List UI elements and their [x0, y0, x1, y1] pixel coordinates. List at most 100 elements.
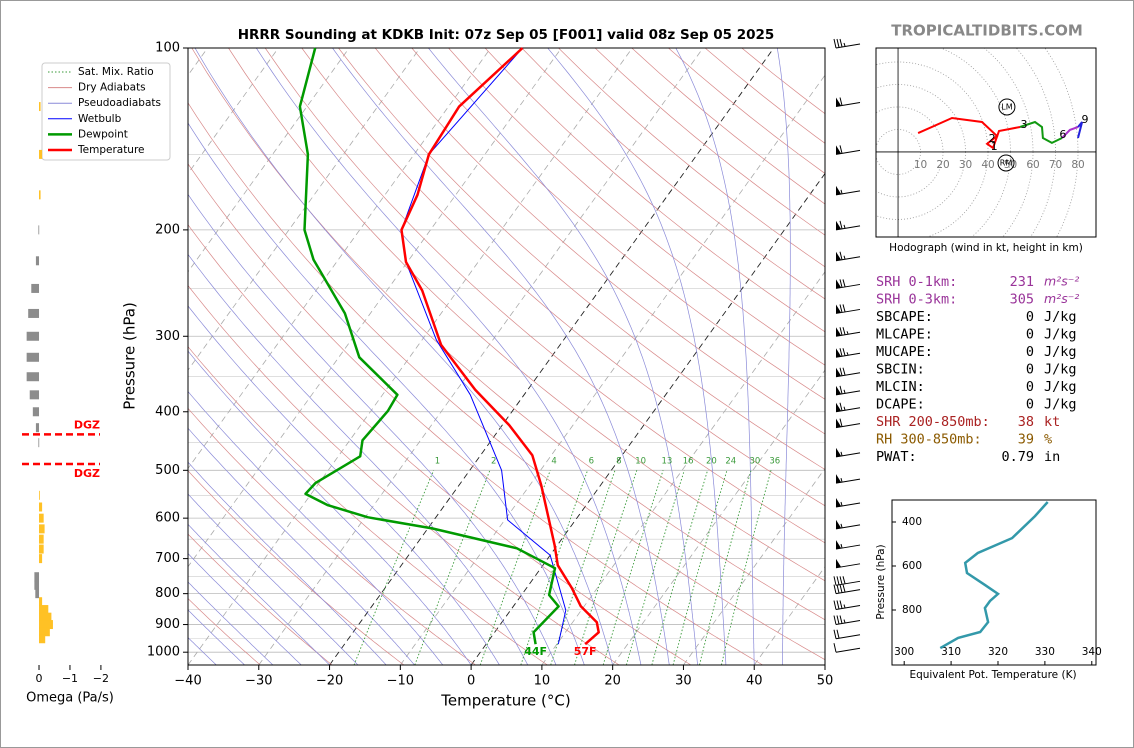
barb-half — [840, 543, 843, 548]
y-tick-label: 200 — [155, 222, 180, 237]
barb-staff — [835, 423, 861, 429]
mixing-ratio-line — [353, 470, 435, 665]
barb-half — [840, 189, 843, 194]
barb-feather — [833, 38, 837, 49]
isotherm — [188, 48, 562, 568]
stat-label: SBCAPE: — [876, 309, 933, 325]
omega-bar — [31, 283, 40, 293]
watermark: TROPICALTIDBITS.COM — [891, 22, 1083, 40]
stats-panel: SRH 0-1km: 231 m²s⁻² SRH 0-3km: 305 m²s⁻² SBCA… — [876, 274, 1079, 466]
omega-bar — [29, 390, 40, 400]
omega-bar — [26, 352, 40, 362]
moist-adiabat — [188, 581, 274, 665]
barb-feather — [836, 576, 840, 585]
stat-unit: J/kg — [1044, 344, 1077, 360]
barb-feather — [833, 629, 837, 639]
dry-adiabat — [374, 48, 825, 435]
moist-adiabat — [188, 493, 359, 665]
wind-barb — [833, 643, 861, 653]
barb-pennant — [836, 367, 841, 377]
barb-feather — [839, 220, 843, 229]
moist-adiabat — [332, 48, 670, 665]
hodograph-caption: Hodograph (wind in kt, height in km) — [889, 242, 1083, 254]
barb-feather — [839, 615, 843, 624]
omega-bar — [39, 524, 45, 534]
moist-adiabat — [188, 553, 302, 665]
dry-adiabat — [301, 48, 825, 507]
barb-staff — [835, 563, 861, 569]
barb-feather — [842, 367, 846, 376]
stat-value: 0 — [1026, 327, 1034, 343]
dry-adiabat — [188, 533, 333, 665]
moist-adiabat — [547, 48, 727, 665]
stat-label: SBCIN: — [876, 362, 925, 378]
barb-pennant — [836, 540, 841, 550]
dry-adiabat — [448, 48, 825, 366]
barb-staff — [835, 452, 861, 458]
ring-label: 30 — [959, 159, 972, 171]
wind-barb — [833, 629, 861, 640]
wind-barb — [835, 402, 861, 413]
x-tick-label: 320 — [988, 646, 1008, 658]
theta-e-line — [939, 501, 1049, 650]
mixing-ratio-line — [720, 470, 772, 665]
storm-motion-label: LM — [1001, 102, 1012, 111]
ring-label: 70 — [1049, 159, 1062, 171]
wind-barb — [835, 497, 861, 508]
barb-pennant — [836, 497, 841, 507]
hodograph-trace — [1019, 120, 1063, 145]
dgz-label: DGZ — [74, 467, 100, 480]
legend-label: Wetbulb — [78, 113, 122, 125]
legend-label: Dry Adiabats — [78, 82, 146, 94]
x-tick-label: 40 — [746, 674, 763, 689]
mixing-ratio-label: 10 — [635, 457, 646, 467]
stat-label: RH 300-850mb: — [876, 432, 982, 448]
wind-barb — [835, 519, 861, 530]
omega-bar — [38, 225, 40, 235]
legend-label: Dewpoint — [78, 128, 128, 140]
isotherm — [188, 48, 350, 273]
stat-unit: J/kg — [1044, 397, 1077, 413]
wind-barb — [835, 540, 861, 550]
barb-feather — [839, 304, 843, 313]
hodograph-trace — [1077, 121, 1084, 139]
wind-barb — [833, 615, 861, 626]
barb-feather — [836, 600, 840, 610]
legend-label: Temperature — [77, 144, 145, 156]
wind-barb — [835, 220, 861, 231]
stat-value: 38 — [1018, 414, 1034, 430]
y-tick-label: 600 — [155, 511, 180, 526]
isotherm — [329, 48, 775, 665]
y-tick-label: 500 — [155, 463, 180, 478]
hodograph-trace — [917, 116, 1021, 150]
barb-half — [840, 501, 843, 506]
omega-bar — [26, 372, 40, 382]
mixing-ratio-line — [574, 470, 638, 665]
height-label: 1 — [991, 140, 998, 153]
hodograph-trace — [1061, 126, 1079, 139]
barb-staff — [835, 634, 861, 640]
omega-bar — [39, 605, 49, 615]
barb-staff — [835, 478, 861, 484]
x-tick-label: −1 — [62, 672, 78, 685]
wind-barb — [835, 385, 861, 396]
omega-bar — [34, 580, 40, 590]
dry-adiabat — [188, 407, 476, 665]
mixing-ratio-line — [550, 470, 616, 665]
barb-feather — [836, 629, 840, 639]
omega-bar — [39, 513, 44, 523]
barb-staff — [835, 620, 861, 626]
height-label: 6 — [1059, 128, 1066, 141]
isotherm — [400, 74, 825, 665]
barb-half — [846, 352, 849, 356]
isotherm — [258, 48, 704, 665]
barb-feather — [839, 385, 843, 394]
wind-barb — [835, 418, 861, 429]
barb-half — [843, 224, 846, 229]
stat-label: SRH 0-1km: — [876, 274, 957, 290]
barb-pennant — [836, 402, 841, 412]
mixing-ratio-line — [520, 470, 589, 665]
stat-value: 0 — [1026, 309, 1034, 325]
stat-unit: in — [1044, 449, 1060, 465]
